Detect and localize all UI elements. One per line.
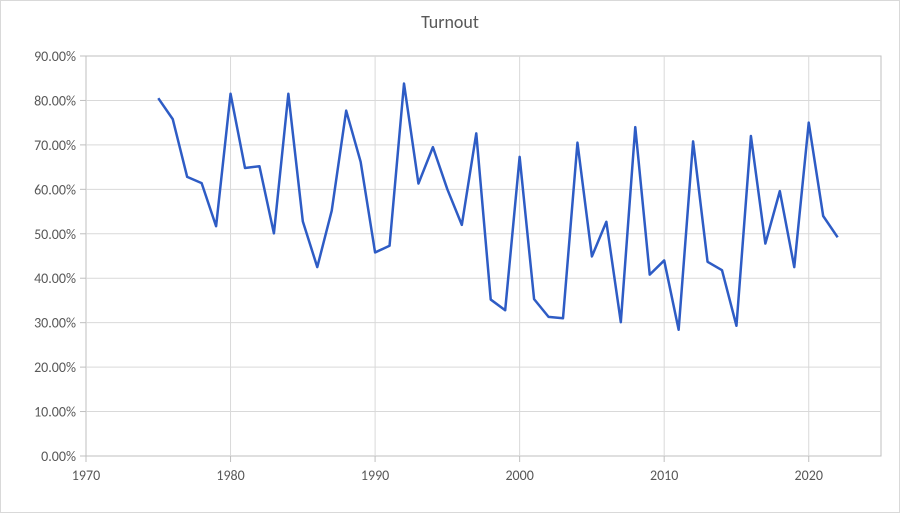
y-tick-label: 20.00% (34, 359, 76, 376)
y-tick-label: 30.00% (34, 315, 76, 332)
y-tick-label: 90.00% (34, 48, 76, 65)
chart-svg: 0.00% 10.00% 20.00% 30.00% 40.00% 50.00% 60.00… (1, 1, 900, 514)
y-tick-label: 0.00% (41, 448, 76, 465)
y-tick-label: 80.00% (34, 92, 76, 109)
y-tick-label: 40.00% (34, 270, 76, 287)
y-tick-label: 50.00% (34, 226, 76, 243)
y-tick-label: 60.00% (34, 181, 76, 198)
x-tick-label: 1980 (216, 467, 244, 484)
x-tick-label: 1970 (72, 467, 100, 484)
x-tick-label: 2020 (795, 467, 823, 484)
x-tick-label: 1990 (361, 467, 389, 484)
x-tick-label: 2010 (650, 467, 678, 484)
chart-container: Turnout 0.00%10.00%20.00%30.00%40.00%50.… (0, 0, 900, 513)
x-tick-label: 2000 (505, 467, 533, 484)
y-tick-label: 10.00% (34, 404, 76, 421)
y-tick-label: 70.00% (34, 137, 76, 154)
